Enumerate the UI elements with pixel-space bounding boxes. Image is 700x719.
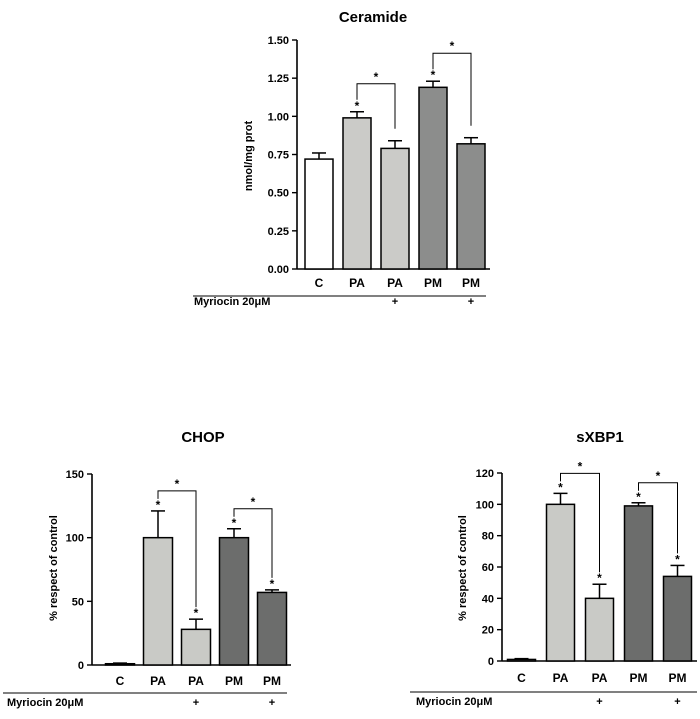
y-tick-label: 120 [476,468,494,480]
chop-chart: CHOP 0 50 100 150 % respect of control C * PA * PA… [3,429,291,709]
y-tick-label: 100 [66,533,84,545]
bar [456,143,486,270]
treatment-label: Myriocin 20μM [7,697,83,709]
x-tick-label: C [315,276,324,290]
significance-mark: * [675,552,680,566]
y-tick-label: 1.50 [268,35,289,47]
bracket-significance-mark: * [175,477,180,491]
chart-title: Ceramide [339,9,407,26]
x-tick-label: PM [263,674,281,688]
x-tick-label: PA [387,276,403,290]
y-tick-label: 40 [482,593,494,605]
y-tick-label: 0.50 [268,188,289,200]
bar [342,117,372,270]
x-tick-label: PM [424,276,442,290]
treatment-mark: + [674,696,680,708]
y-tick-label: 100 [476,499,494,511]
y-tick-label: 0 [488,656,494,668]
x-tick-label: PA [553,671,569,685]
bar [418,86,448,270]
significance-mark: * [558,480,563,494]
y-tick-label: 0 [78,660,84,672]
x-tick-label: PA [592,671,608,685]
significance-mark: * [156,498,161,512]
x-tick-label: PM [630,671,648,685]
y-tick-label: 20 [482,625,494,637]
y-axis-label: % respect of control [457,515,469,621]
bar [180,628,212,666]
treatment-mark: + [193,697,199,709]
y-axis-label: % respect of control [48,515,60,621]
significance-mark: * [431,68,436,82]
significance-mark: * [232,516,237,530]
x-tick-label: PA [188,674,204,688]
significance-mark: * [194,606,199,620]
treatment-label: Myriocin 20μM [194,296,270,308]
significance-mark: * [597,571,602,585]
treatment-mark: + [392,296,398,308]
y-tick-label: 0.00 [268,264,289,276]
bracket-significance-mark: * [450,39,455,53]
bar [256,591,288,666]
chart-title: CHOP [181,429,224,446]
y-axis-label: nmol/mg prot [243,121,255,192]
significance-bracket [157,490,197,608]
y-tick-label: 60 [482,562,494,574]
significance-bracket [432,52,472,126]
bar [380,147,410,270]
significance-mark: * [355,99,360,113]
y-tick-label: 50 [72,596,84,608]
significance-bracket [638,482,678,554]
treatment-mark: + [596,696,602,708]
chart-title: sXBP1 [576,429,624,446]
bracket-significance-mark: * [374,70,379,84]
x-tick-label: PM [225,674,243,688]
x-tick-label: PA [150,674,166,688]
bracket-significance-mark: * [656,469,661,483]
x-tick-label: PM [462,276,480,290]
y-tick-label: 150 [66,469,84,481]
bar [623,505,654,662]
significance-bracket [233,508,273,578]
bracket-significance-mark: * [251,495,256,509]
bracket-significance-mark: * [578,459,583,473]
significance-mark: * [636,490,641,504]
y-tick-label: 0.75 [268,150,289,162]
y-tick-label: 0.25 [268,226,289,238]
x-tick-label: PA [349,276,365,290]
bar [104,662,136,666]
y-tick-label: 1.00 [268,111,289,123]
y-tick-label: 80 [482,531,494,543]
treatment-mark: + [269,697,275,709]
x-tick-label: C [517,671,526,685]
treatment-label: Myriocin 20μM [416,696,492,708]
bar [218,536,250,666]
x-tick-label: C [116,674,125,688]
bar [304,158,334,270]
bar [506,658,537,662]
ceramide-chart: Ceramide 0.00 0.25 0.50 0.75 1.00 1.25 1.50 nmol… [193,9,490,308]
bar [142,536,174,666]
bar [545,503,576,662]
treatment-mark: + [468,296,474,308]
significance-mark: * [270,577,275,591]
bar [662,575,693,662]
sxbp1-chart: sXBP1 0 20 40 60 80 100 120 % respect of control… [410,429,697,708]
significance-bracket [356,83,396,129]
significance-bracket [560,472,600,573]
y-tick-label: 1.25 [268,73,289,85]
x-tick-label: PM [669,671,687,685]
bar [584,597,615,662]
